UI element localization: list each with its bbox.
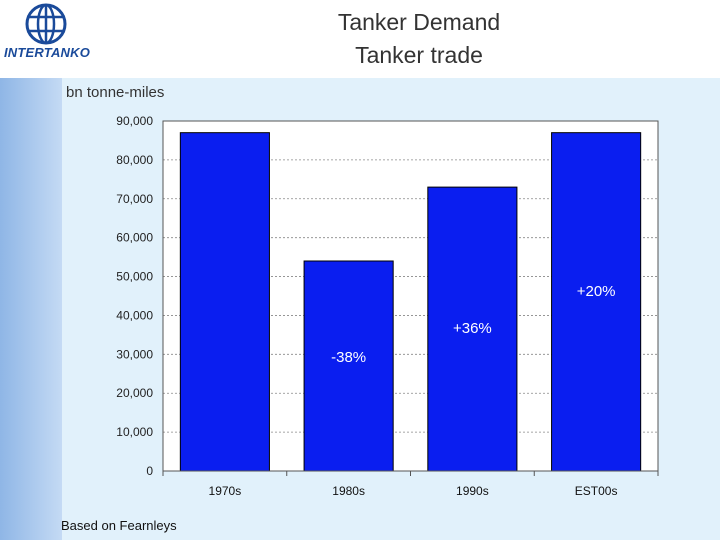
x-tick-label: EST00s <box>575 484 618 498</box>
bar-annotation: +20% <box>577 283 616 300</box>
page-subtitle: Tanker trade <box>355 42 483 68</box>
globe-icon <box>25 3 67 45</box>
bar <box>303 260 394 472</box>
y-tick-label: 10,000 <box>116 425 153 439</box>
bar-annotation: -38% <box>331 349 366 366</box>
y-tick-label: 50,000 <box>116 270 153 284</box>
bar <box>179 132 270 472</box>
source-note: Based on Fearnleys <box>61 518 177 533</box>
y-tick-label: 30,000 <box>116 347 153 361</box>
y-tick-label: 80,000 <box>116 153 153 167</box>
logo-text: INTERTANKO <box>4 45 91 60</box>
bar <box>551 132 642 472</box>
y-tick-label: 90,000 <box>116 114 153 128</box>
x-tick-label: 1970s <box>209 484 242 498</box>
logo: INTERTANKO <box>0 0 118 78</box>
y-tick-label: 20,000 <box>116 386 153 400</box>
y-tick-label: 60,000 <box>116 231 153 245</box>
bar <box>427 186 518 472</box>
bar-annotation: +36% <box>453 320 492 337</box>
left-stripe <box>0 0 62 540</box>
x-tick-label: 1990s <box>456 484 489 498</box>
y-tick-label: 40,000 <box>116 308 153 322</box>
y-axis-label: bn tonne-miles <box>66 84 165 101</box>
x-tick-label: 1980s <box>332 484 365 498</box>
y-tick-label: 70,000 <box>116 192 153 206</box>
page-title: Tanker Demand <box>337 9 501 35</box>
y-tick-label: 0 <box>146 464 153 478</box>
